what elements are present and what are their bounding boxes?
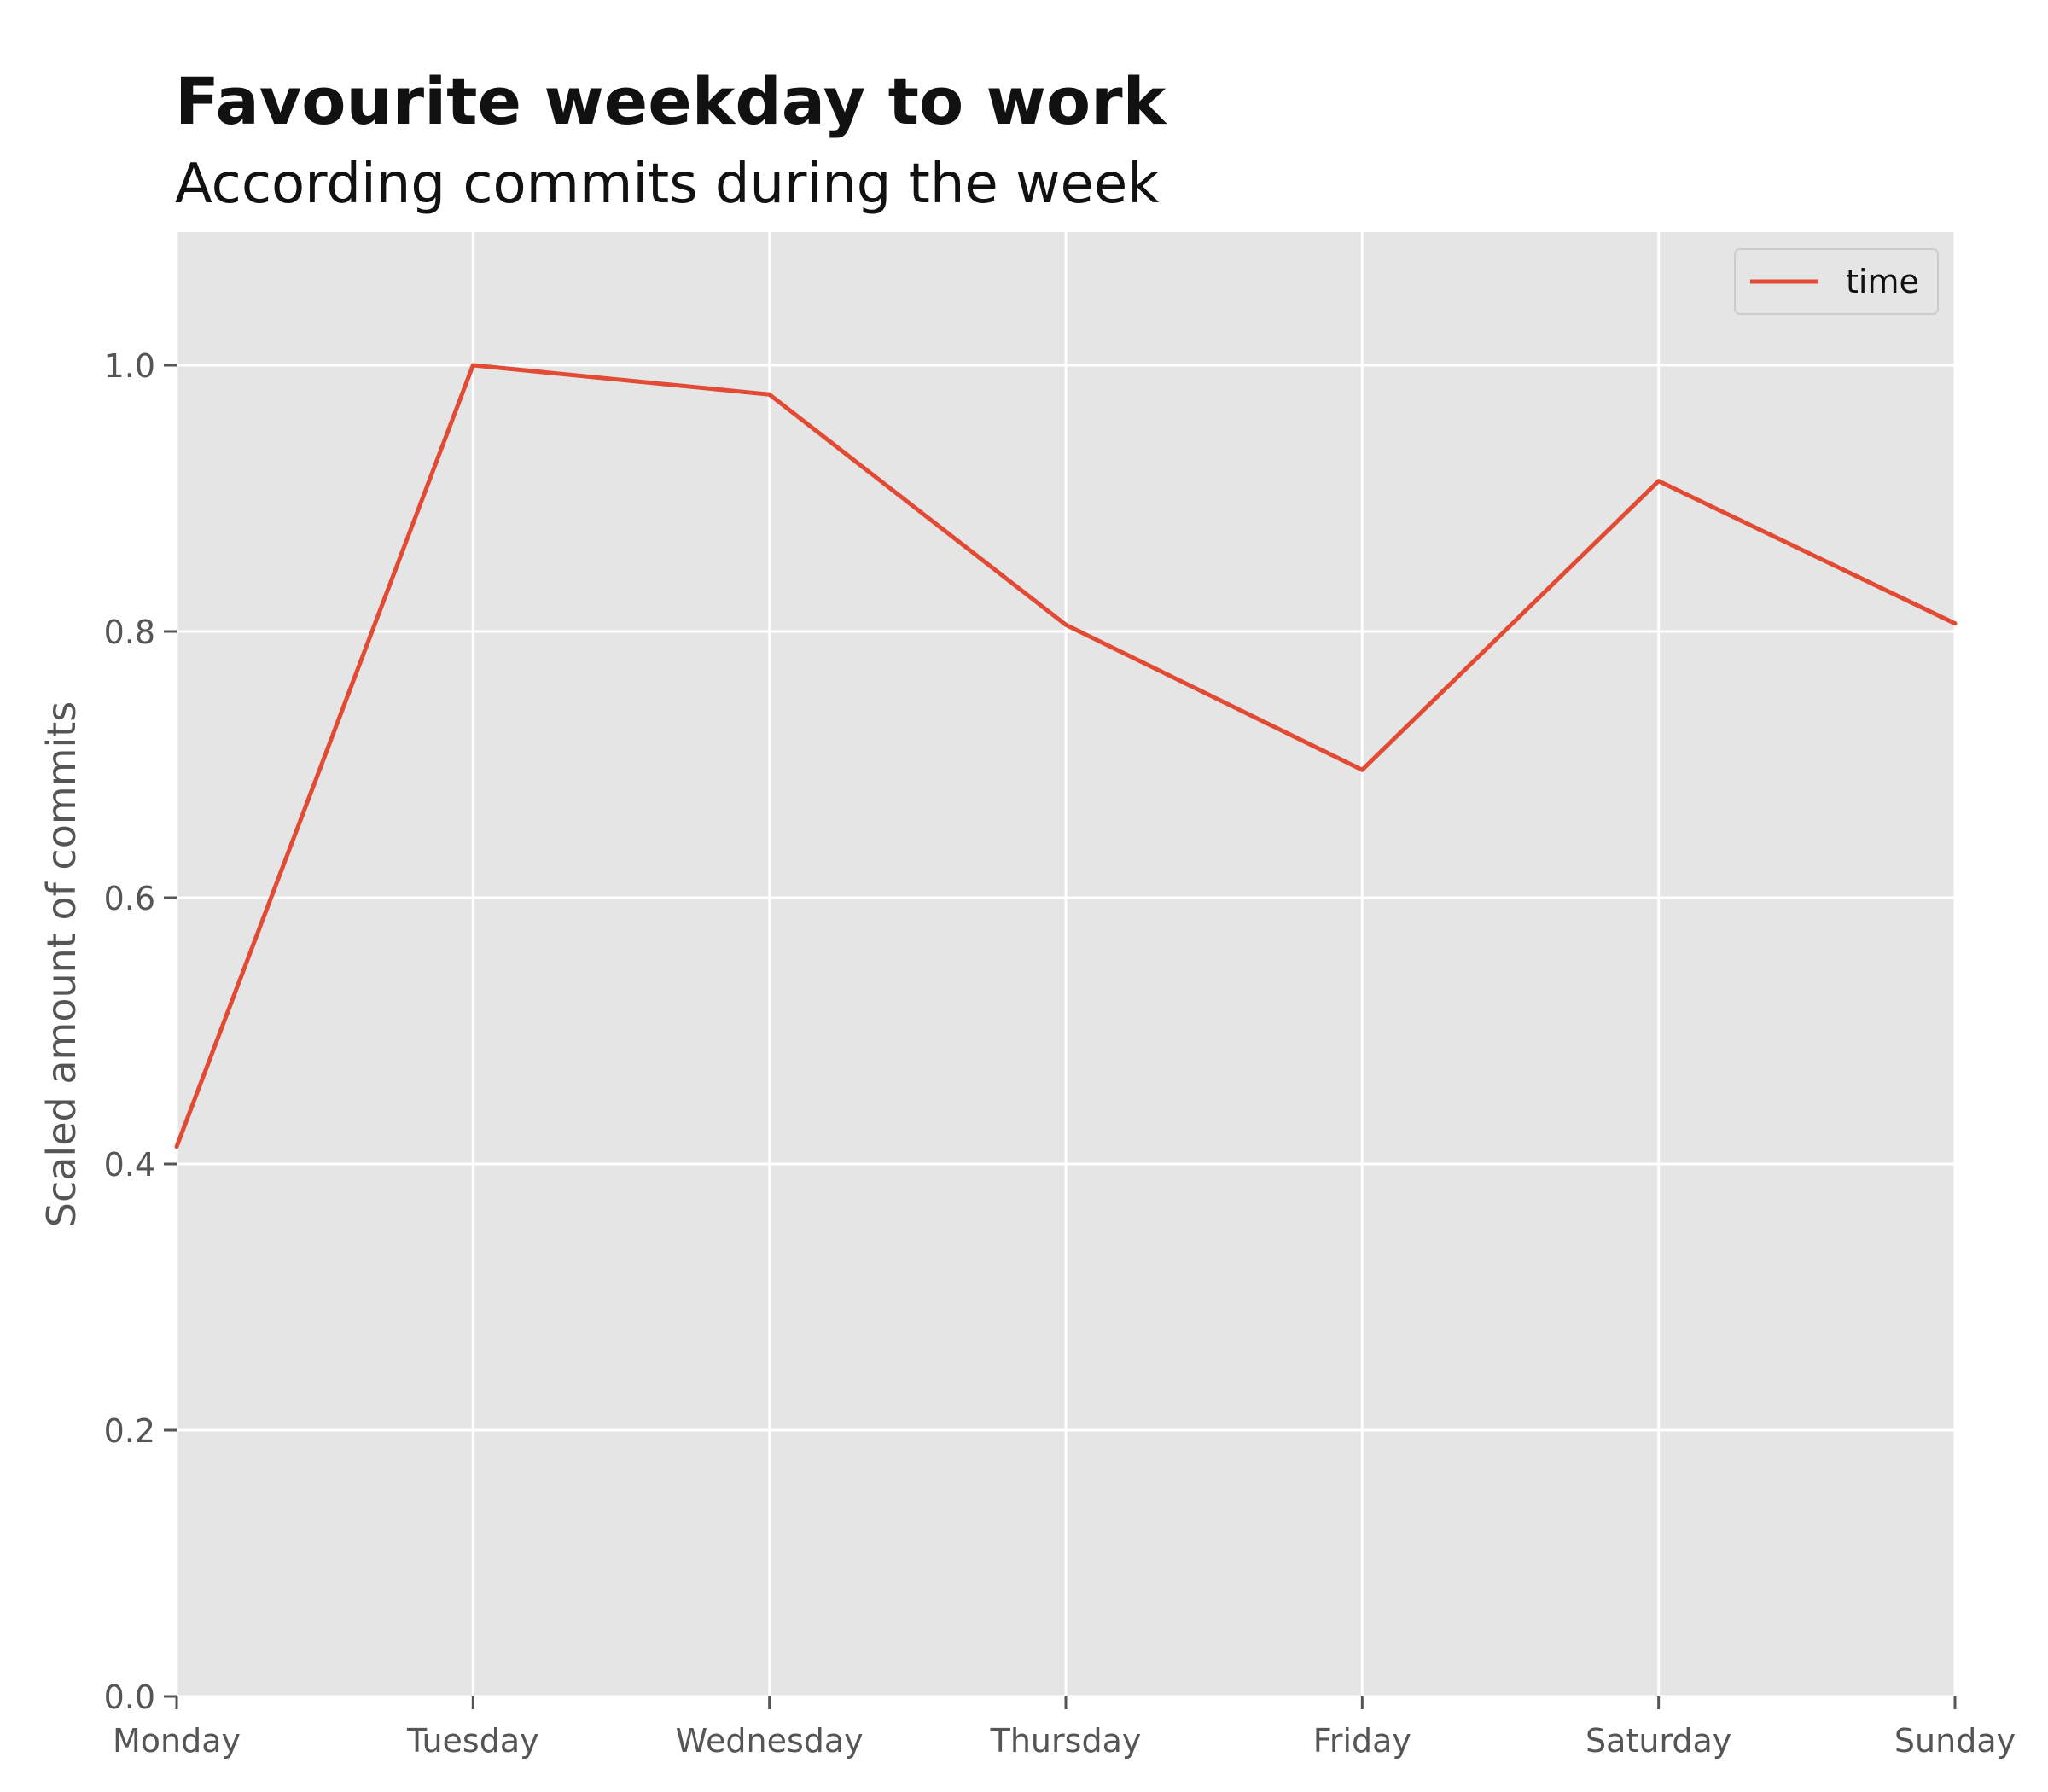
axis-ticks: Monday Tuesday Wednesday Thursday Friday Satu… bbox=[104, 347, 2016, 1760]
y-tick-label: 0.8 bbox=[104, 614, 155, 651]
data-point bbox=[767, 392, 772, 397]
x-tick-label: Sunday bbox=[1894, 1722, 2016, 1760]
x-tick-label: Friday bbox=[1313, 1722, 1411, 1760]
x-tick-label: Tuesday bbox=[406, 1722, 539, 1760]
y-tick-label: 0.6 bbox=[104, 880, 155, 917]
x-tick-label: Wednesday bbox=[676, 1722, 864, 1760]
legend: time bbox=[1734, 248, 1939, 315]
chart-title: Favourite weekday to work bbox=[175, 63, 1167, 139]
series-layer bbox=[174, 363, 1958, 1149]
y-tick-label: 0.2 bbox=[104, 1412, 155, 1450]
x-tick-label: Monday bbox=[113, 1722, 241, 1760]
data-point bbox=[470, 363, 475, 368]
x-tick-label: Thursday bbox=[990, 1722, 1142, 1760]
y-tick-label: 0.4 bbox=[104, 1146, 155, 1184]
y-tick-label: 1.0 bbox=[104, 347, 155, 385]
data-point bbox=[1952, 621, 1958, 626]
data-point bbox=[174, 1144, 179, 1149]
legend-label: time bbox=[1846, 263, 1919, 300]
data-point bbox=[1656, 479, 1661, 484]
chart-subtitle: According commits during the week bbox=[175, 153, 1159, 216]
data-point bbox=[1063, 622, 1068, 627]
legend-box bbox=[1734, 248, 1939, 315]
y-axis-label: Scaled amount of commits bbox=[38, 701, 84, 1228]
x-tick-label: Saturday bbox=[1585, 1722, 1731, 1760]
y-tick-label: 0.0 bbox=[104, 1679, 155, 1716]
data-point bbox=[1359, 767, 1364, 772]
